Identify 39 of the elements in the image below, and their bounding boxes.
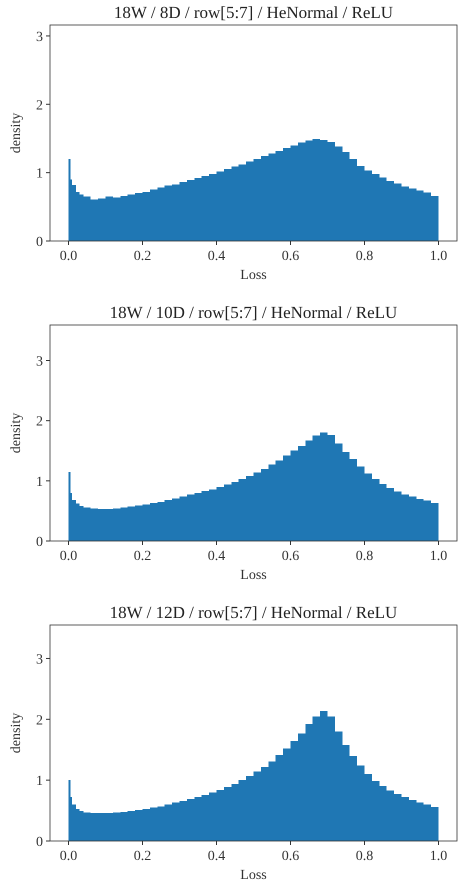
chart-title: 18W / 8D / row[5:7] / HeNormal / ReLU [114,3,394,22]
x-tick-label: 1.0 [430,549,448,564]
x-axis-title: Loss [240,568,267,583]
y-tick-label: 2 [36,713,43,728]
x-tick-label: 0.8 [356,249,374,264]
x-axis-title: Loss [240,868,267,883]
y-axis-title: density [9,412,24,454]
y-tick-label: 3 [36,652,43,668]
chart-title: 18W / 10D / row[5:7] / HeNormal / ReLU [110,303,398,322]
x-tick-label: 0.2 [134,849,152,864]
x-tick-label: 0.6 [282,249,300,264]
x-tick-label: 0.6 [282,549,300,564]
y-tick-label: 0 [36,235,43,250]
x-tick-label: 0.0 [60,549,78,564]
y-tick-label: 2 [36,98,43,114]
x-tick-label: 0.4 [208,549,226,564]
y-tick-label: 3 [36,354,43,370]
chart-title: 18W / 12D / row[5:7] / HeNormal / ReLU [110,603,398,622]
y-tick-label: 2 [36,414,43,430]
y-tick-label: 1 [36,474,43,490]
x-tick-label: 0.2 [134,549,152,564]
y-tick-label: 0 [36,835,43,850]
y-tick-label: 1 [36,166,43,182]
x-tick-label: 0.2 [134,249,152,264]
x-tick-label: 1.0 [430,249,448,264]
y-axis-title: density [9,112,24,154]
x-tick-label: 0.6 [282,849,300,864]
x-tick-label: 0.8 [356,849,374,864]
x-tick-label: 0.0 [60,849,78,864]
x-axis-title: Loss [240,268,267,283]
y-tick-label: 0 [36,535,43,550]
y-tick-label: 1 [36,774,43,790]
x-tick-label: 0.4 [208,249,226,264]
y-axis-title: density [9,712,24,754]
x-tick-label: 1.0 [430,849,448,864]
x-tick-label: 0.0 [60,249,78,264]
x-tick-label: 0.8 [356,549,374,564]
y-tick-label: 3 [36,30,43,45]
x-tick-label: 0.4 [208,849,226,864]
